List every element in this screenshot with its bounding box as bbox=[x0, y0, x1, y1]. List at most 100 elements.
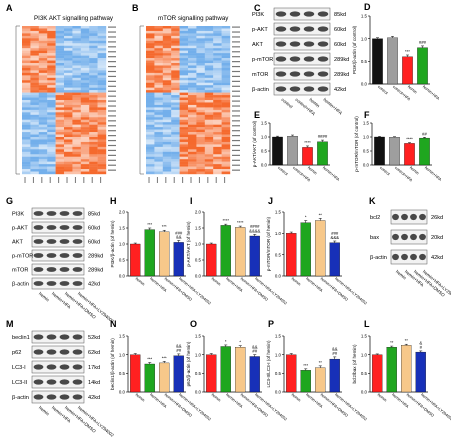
blot-G-band-0-2 bbox=[59, 211, 70, 216]
chart-I-sig-2-0: **** bbox=[237, 220, 244, 225]
chart-I-ytick-label-3: 1.5 bbox=[195, 226, 202, 231]
blot-M-lane-0: hemin bbox=[38, 405, 51, 417]
panel-letter-A: A bbox=[6, 3, 13, 13]
chart-F-ytick-label-0: 0.0 bbox=[363, 163, 370, 168]
chart-F-xtick-label-2: hemin bbox=[409, 165, 420, 176]
chart-H-ytick-label-4: 2.0 bbox=[119, 210, 126, 215]
blot-C-lane-0: control bbox=[280, 97, 293, 109]
blot-C-band-0-0 bbox=[275, 11, 287, 17]
chart-N-ytick-label-1: 0.5 bbox=[119, 371, 126, 376]
chart-L-bar-1 bbox=[386, 347, 397, 393]
chart-E-sig-2-0: **** bbox=[304, 140, 311, 145]
chart-J-ytick-label-0: 0.0 bbox=[275, 274, 282, 279]
blot-K-band-2-3 bbox=[419, 253, 426, 261]
panel-letter-D: D bbox=[364, 2, 371, 12]
blot-M-band-0-2 bbox=[59, 334, 70, 340]
blot-G-band-2-2 bbox=[59, 239, 70, 244]
blot-C: PI3K 85kd p-AKT 60kd AKT 60kd p-mTOR 289kd mTOR 2… bbox=[252, 7, 349, 116]
chart-P-bar-1 bbox=[300, 370, 311, 393]
chart-J-xtick-label-0: hemin bbox=[291, 276, 302, 287]
blot-C-band-3-2 bbox=[303, 56, 315, 62]
blot-C-lane-3: hemin+HFA bbox=[322, 97, 343, 116]
chart-H-bar-3 bbox=[173, 242, 184, 277]
chart-P-bar-0 bbox=[286, 354, 297, 393]
chart-L-ytick-label-3: 1.5 bbox=[361, 334, 368, 339]
blot-K-box-1 bbox=[390, 229, 428, 245]
blot-M-kd-0: 52kd bbox=[88, 335, 100, 341]
chart-E-xtick-label-3: hemin+HFA bbox=[322, 165, 341, 182]
blot-C-label-1: p-AKT bbox=[252, 27, 268, 33]
chart-I-xtick-label-0: hemin bbox=[211, 276, 222, 287]
blot-M-box-2 bbox=[31, 360, 85, 374]
blot-K-label-2: β-actin bbox=[370, 255, 387, 261]
chart-E-ytick-label-0: 0.0 bbox=[261, 163, 268, 168]
chart-N-sig-1-0: *** bbox=[147, 357, 152, 362]
chart-I-sig-3-1: &&&& bbox=[249, 228, 260, 233]
chart-N-bar-2 bbox=[159, 362, 170, 393]
blot-G-band-1-1 bbox=[46, 225, 57, 230]
blot-C-band-4-0 bbox=[275, 71, 287, 77]
panel-letter-N: N bbox=[110, 319, 117, 329]
chart-N-ytick-label-2: 1.0 bbox=[119, 352, 126, 357]
blot-G-band-1-3 bbox=[72, 225, 83, 230]
blot-C-band-0-2 bbox=[303, 11, 315, 17]
blot-K-band-1-0 bbox=[392, 233, 399, 241]
chart-L-ytick-label-0: 0.0 bbox=[361, 390, 368, 395]
chart-E-ytick-label-1: 0.5 bbox=[261, 149, 268, 154]
chart-I-ytick-label-0: 0.0 bbox=[195, 274, 202, 279]
chart-P-sig-2-0: ** bbox=[319, 360, 323, 365]
blot-M-band-1-2 bbox=[59, 349, 70, 355]
blot-M-kd-3: 14kd bbox=[88, 380, 100, 386]
blot-M-band-4-3 bbox=[72, 394, 83, 400]
blot-C-label-3: p-mTOR bbox=[252, 57, 273, 63]
blot-G-band-0-1 bbox=[46, 211, 57, 216]
chart-O-bar-1 bbox=[220, 346, 231, 393]
blot-M-band-4-0 bbox=[33, 394, 44, 400]
panel-letter-I: I bbox=[190, 196, 193, 206]
blot-G-label-5: β-actin bbox=[12, 282, 29, 288]
chart-E-bar-2 bbox=[302, 147, 313, 166]
chart-H-sig-3-1: && bbox=[176, 235, 182, 240]
chart-H-bar-2 bbox=[159, 231, 170, 277]
chart-I: I 0.0 0.5 1.0 1.5 2.0 p-AKT/AKT (of hemin) hemi… bbox=[186, 196, 288, 306]
chart-I-sig-1-0: **** bbox=[222, 218, 229, 223]
blot-C-kd-4: 289kd bbox=[334, 72, 349, 78]
blot-G-kd-3: 289kd bbox=[88, 254, 103, 260]
blot-G-label-2: AKT bbox=[12, 240, 23, 246]
blot-C-band-0-3 bbox=[317, 11, 329, 17]
panel-letter-K: K bbox=[369, 196, 376, 206]
chart-L-ytick-label-1: 0.5 bbox=[361, 371, 368, 376]
blot-K-box-2 bbox=[390, 249, 428, 265]
chart-H-ytick-label-3: 1.5 bbox=[119, 226, 126, 231]
chart-P-bar-3 bbox=[329, 358, 340, 393]
blot-C-box-0 bbox=[273, 7, 331, 21]
chart-N-sig-3-1: ## bbox=[176, 348, 181, 353]
chart-J-ytick-label-1: 0.5 bbox=[275, 252, 282, 257]
blot-K-kd-1: 20kd bbox=[431, 235, 443, 241]
blot-K-kd-0: 26kd bbox=[431, 215, 443, 221]
blot-G-band-5-3 bbox=[72, 281, 83, 286]
chart-L-bar-3 bbox=[415, 351, 426, 393]
blot-K-band-0-2 bbox=[410, 213, 417, 221]
blot-M-band-0-0 bbox=[33, 334, 44, 340]
chart-H-bar-0 bbox=[130, 243, 141, 277]
chart-E-xtick-label-0: control bbox=[277, 165, 289, 176]
chart-D-xtick-label-2: hemin bbox=[407, 84, 418, 95]
blot-M-band-2-3 bbox=[72, 364, 83, 370]
blot-G-box-2 bbox=[31, 235, 85, 248]
panel-title-B: mTOR signalling pathway bbox=[158, 15, 229, 22]
chart-D-bar-3 bbox=[417, 47, 428, 85]
chart-I-ylabel: p-AKT/AKT (of hemin) bbox=[186, 221, 191, 267]
chart-H-ytick-label-0: 0.0 bbox=[119, 274, 126, 279]
blot-C-box-2 bbox=[273, 37, 331, 51]
panel-letter-E: E bbox=[254, 110, 260, 120]
chart-O-sig-3-1: ## bbox=[252, 349, 257, 354]
chart-F-xtick-label-0: control bbox=[379, 165, 391, 176]
chart-F-ytick-label-3: 1.5 bbox=[363, 121, 370, 126]
blot-C-band-2-3 bbox=[317, 41, 329, 47]
blot-M-band-4-1 bbox=[46, 394, 57, 400]
chart-D-xtick-label-3: hemin+HFA bbox=[422, 84, 441, 101]
chart-P-ytick-label-0: 0.0 bbox=[275, 390, 282, 395]
panel-letter-G: G bbox=[6, 196, 13, 206]
